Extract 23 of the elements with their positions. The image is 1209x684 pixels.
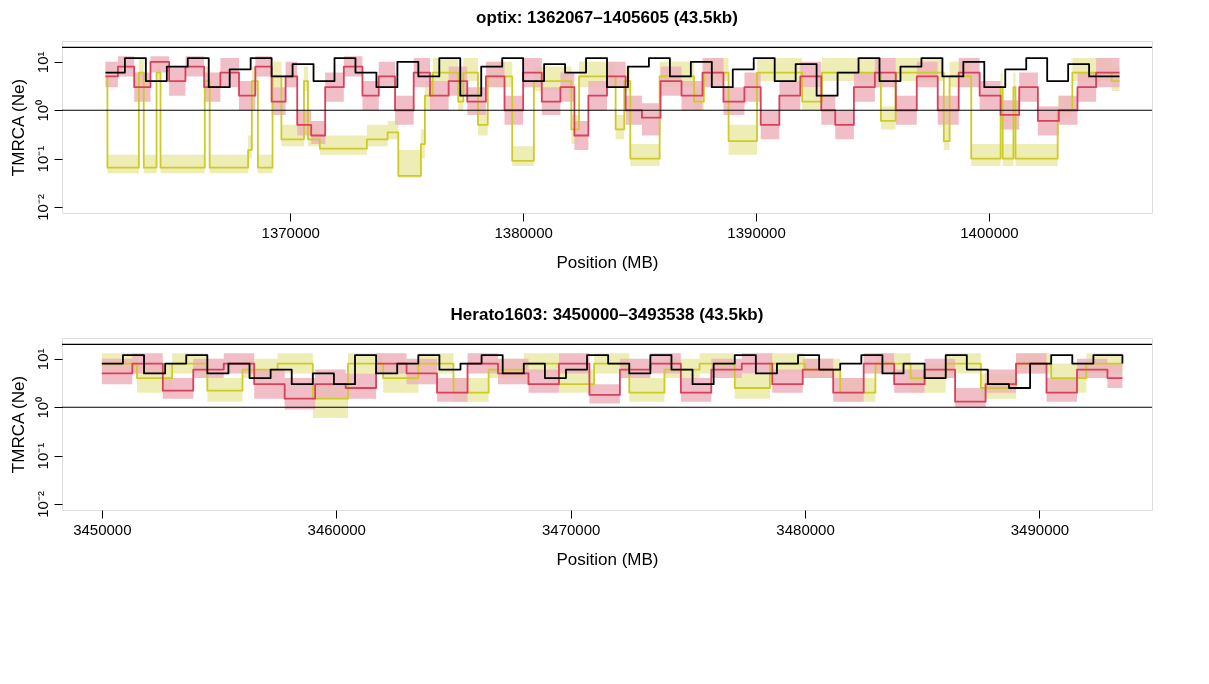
x-tick-label: 3460000 [307, 520, 366, 538]
y-tick-label: 10⁻² [33, 194, 51, 221]
x-axis-title: Position (MB) [556, 252, 659, 272]
x-tick-label: 3490000 [1010, 520, 1070, 538]
y-tick-label: 10⁰ [33, 396, 51, 419]
y-tick-label: 10⁻² [33, 491, 51, 518]
chart-title: Herato1603: 3450000–3493538 (43.5kb) [450, 305, 764, 324]
x-tick-label: 3470000 [541, 520, 601, 538]
y-axis-title: TMRCA (Ne) [8, 375, 28, 474]
x-tick-label: 1380000 [494, 223, 553, 241]
x-tick-label: 3480000 [776, 520, 835, 538]
y-axis-title: TMRCA (Ne) [8, 78, 28, 177]
x-axis-title: Position (MB) [556, 549, 659, 569]
y-tick-label: 10⁻¹ [33, 442, 51, 470]
x-tick-label: 1390000 [727, 223, 786, 241]
chart-title: optix: 1362067–1405605 (43.5kb) [476, 8, 738, 27]
x-tick-label: 1370000 [261, 223, 320, 241]
y-tick-label: 10¹ [33, 348, 51, 371]
x-tick-label: 3450000 [73, 520, 132, 538]
x-tick-label: 1400000 [960, 223, 1019, 241]
y-tick-label: 10¹ [33, 51, 51, 74]
y-tick-label: 10⁻¹ [33, 145, 51, 173]
y-tick-label: 10⁰ [33, 99, 51, 122]
